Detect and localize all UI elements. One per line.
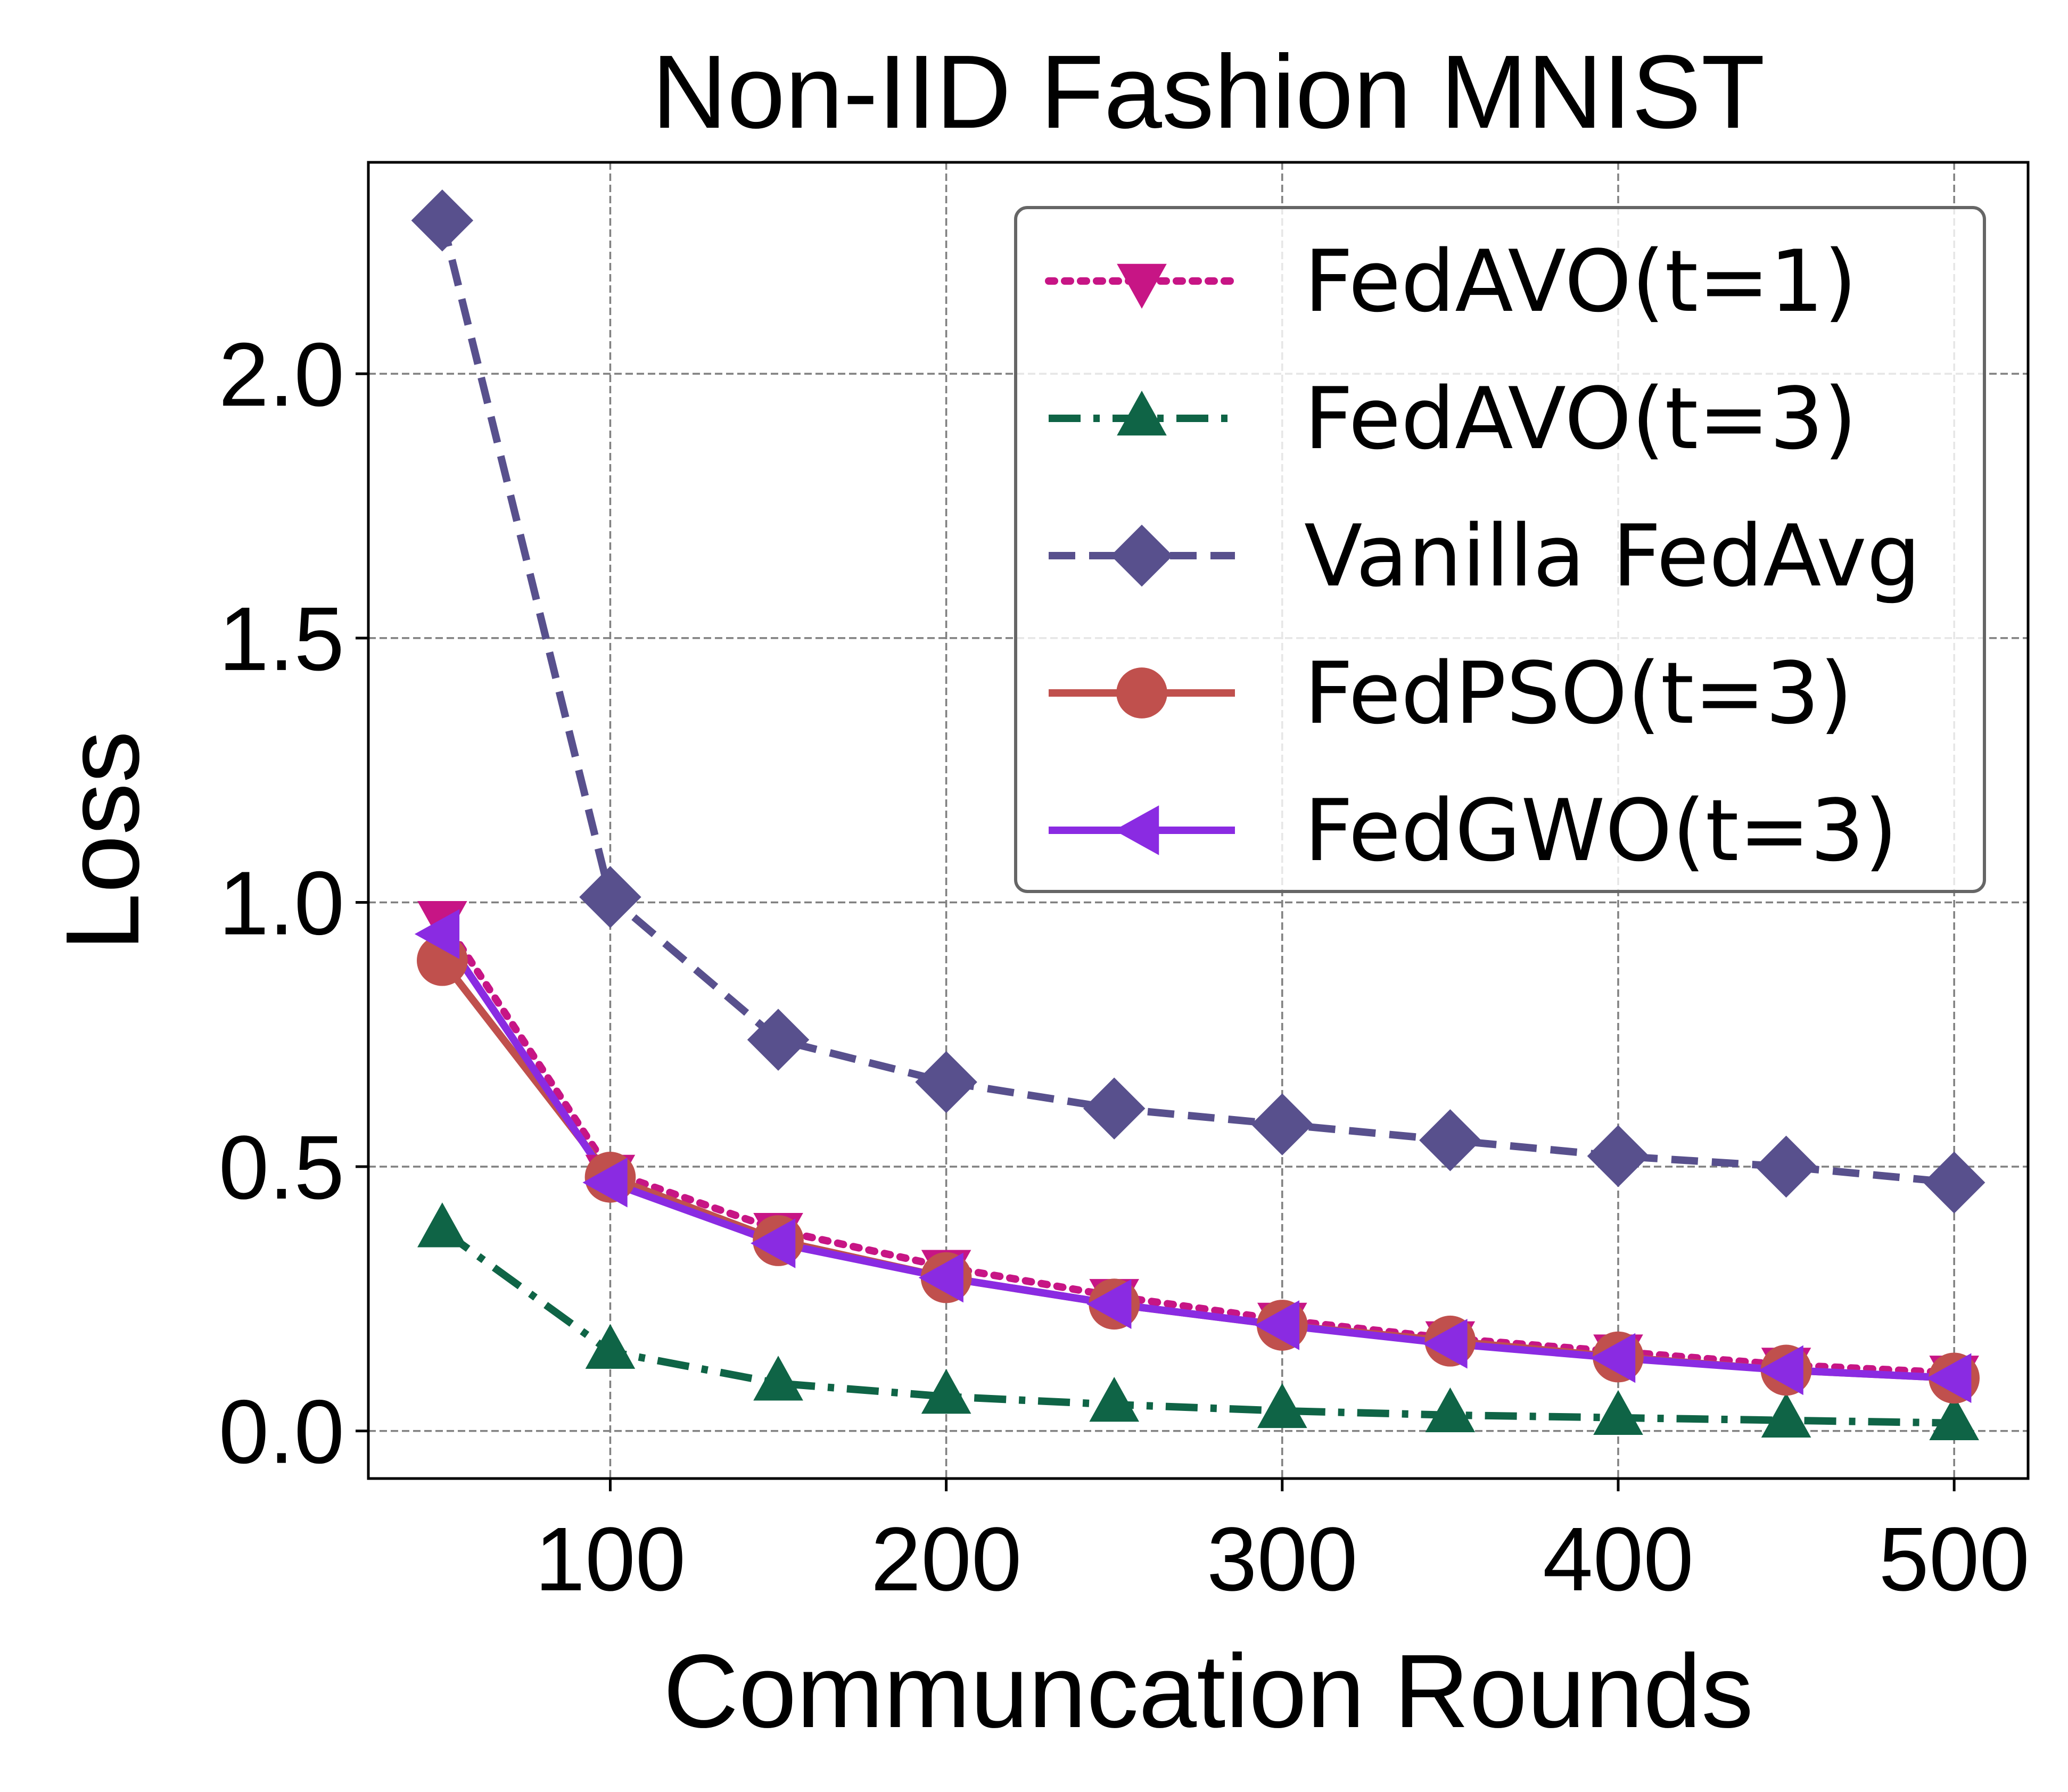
data-point-fedgwo-t-3 (414, 909, 460, 959)
y-tick-label: 0.0 (219, 1382, 344, 1483)
chart-title: Non-IID Fashion MNIST (652, 34, 1765, 150)
y-tick-label: 0.5 (219, 1117, 344, 1218)
data-point-vanilla-fedavg (1419, 1109, 1481, 1171)
data-point-fedgwo-t-3 (1590, 1333, 1636, 1383)
legend-marker-fedgwo-t-3 (1114, 805, 1159, 855)
data-point-vanilla-fedavg (1083, 1077, 1146, 1140)
y-tick-label: 2.0 (219, 324, 344, 425)
data-point-fedavo-t-3 (921, 1369, 971, 1414)
data-point-fedgwo-t-3 (1422, 1318, 1468, 1369)
x-tick-label: 100 (535, 1509, 686, 1610)
data-point-fedavo-t-3 (585, 1324, 636, 1369)
y-tick-label: 1.0 (219, 853, 344, 954)
x-axis-label: Communcation Rounds (663, 1633, 1753, 1749)
data-point-fedgwo-t-3 (1758, 1345, 1803, 1395)
legend-label-fedpso-t-3: FedPSO(t=3) (1304, 643, 1853, 743)
data-point-vanilla-fedavg (1251, 1093, 1314, 1155)
data-point-fedavo-t-3 (1929, 1395, 1979, 1440)
x-axis-ticks: 100 200 300 400 500 (535, 1479, 2030, 1610)
legend-label-fedgwo-t-3: FedGWO(t=3) (1304, 781, 1898, 880)
data-point-fedavo-t-3 (1425, 1387, 1476, 1433)
y-tick-label: 1.5 (219, 589, 344, 690)
data-point-fedavo-t-3 (417, 1202, 467, 1248)
data-point-fedavo-t-3 (1257, 1383, 1307, 1428)
data-point-fedgwo-t-3 (1926, 1353, 1972, 1403)
x-tick-label: 500 (1878, 1509, 2030, 1610)
data-point-fedgwo-t-3 (582, 1158, 628, 1208)
data-point-vanilla-fedavg (1755, 1135, 1817, 1198)
data-point-vanilla-fedavg (915, 1051, 977, 1113)
data-point-vanilla-fedavg (1587, 1125, 1650, 1187)
data-point-vanilla-fedavg (579, 866, 641, 928)
legend-label-vanilla-fedavg: Vanilla FedAvg (1304, 506, 1921, 606)
series-line-fedavo-t-1 (438, 914, 1958, 1377)
y-axis-label: Loss (44, 731, 161, 951)
legend-box (1014, 206, 1986, 893)
data-point-fedavo-t-3 (1593, 1390, 1643, 1435)
legend-label-fedavo-t-1: FedAVO(t=1) (1304, 232, 1857, 331)
data-point-fedgwo-t-3 (918, 1252, 963, 1303)
data-point-fedgwo-t-3 (1086, 1279, 1132, 1329)
legend-marker-vanilla-fedavg (1110, 524, 1173, 587)
data-point-fedavo-t-3 (753, 1356, 803, 1401)
x-tick-label: 300 (1207, 1509, 1358, 1610)
legend-marker-fedavo-t-3 (1117, 391, 1167, 436)
data-point-vanilla-fedavg (1923, 1151, 1985, 1214)
data-point-fedgwo-t-3 (751, 1218, 796, 1268)
series-lines (438, 219, 1958, 1427)
data-point-fedavo-t-3 (1089, 1376, 1140, 1422)
series-line-fedavo-t-3 (440, 1227, 1955, 1427)
plot-frame (367, 161, 2030, 1480)
data-point-fedavo-t-3 (1761, 1392, 1811, 1438)
data-point-vanilla-fedavg (411, 189, 474, 252)
data-point-vanilla-fedavg (747, 1009, 810, 1071)
series-line-fedgwo-t-3 (439, 932, 1955, 1382)
series-line-vanilla-fedavg (439, 219, 1955, 1186)
data-point-fedgwo-t-3 (1254, 1300, 1300, 1350)
x-tick-label: 400 (1543, 1509, 1694, 1610)
series-markers (411, 189, 1985, 1440)
legend-marker-fedavo-t-1 (1117, 263, 1167, 309)
legend: FedAVO(t=1) FedAVO(t=3) Vanilla FedAvg FedP… (1014, 206, 1986, 893)
legend-label-fedavo-t-3: FedAVO(t=3) (1304, 369, 1857, 468)
x-tick-label: 200 (871, 1509, 1022, 1610)
legend-marker-fedpso-t-3 (1116, 667, 1167, 719)
y-axis-ticks: 0.0 0.5 1.0 1.5 2.0 (219, 324, 368, 1483)
